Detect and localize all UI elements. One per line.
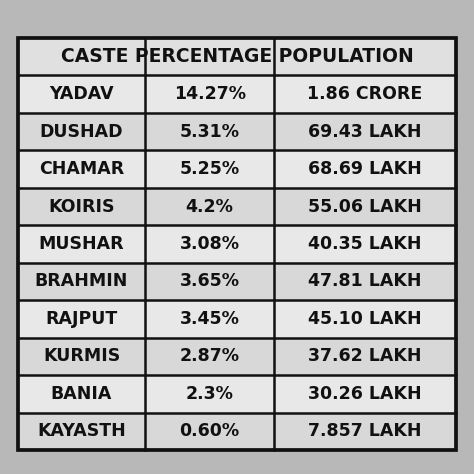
Text: CASTE PERCENTAGE POPULATION: CASTE PERCENTAGE POPULATION bbox=[61, 47, 413, 66]
Bar bbox=[18, 75, 456, 113]
Text: KURMIS: KURMIS bbox=[43, 347, 120, 365]
Bar bbox=[18, 375, 456, 412]
Text: 5.25%: 5.25% bbox=[180, 160, 240, 178]
Text: 2.87%: 2.87% bbox=[180, 347, 240, 365]
Text: MUSHAR: MUSHAR bbox=[39, 235, 124, 253]
Text: 3.08%: 3.08% bbox=[180, 235, 240, 253]
Text: 2.3%: 2.3% bbox=[186, 385, 234, 403]
Text: KOIRIS: KOIRIS bbox=[48, 198, 115, 216]
Text: 3.45%: 3.45% bbox=[180, 310, 239, 328]
Text: RAJPUT: RAJPUT bbox=[46, 310, 118, 328]
Text: BANIA: BANIA bbox=[51, 385, 112, 403]
Text: 7.857 LAKH: 7.857 LAKH bbox=[309, 422, 422, 440]
Text: CHAMAR: CHAMAR bbox=[39, 160, 124, 178]
Text: 1.86 CRORE: 1.86 CRORE bbox=[308, 85, 423, 103]
Text: KAYASTH: KAYASTH bbox=[37, 422, 126, 440]
Text: 30.26 LAKH: 30.26 LAKH bbox=[308, 385, 422, 403]
Text: 45.10 LAKH: 45.10 LAKH bbox=[308, 310, 422, 328]
Text: 37.62 LAKH: 37.62 LAKH bbox=[309, 347, 422, 365]
Text: 69.43 LAKH: 69.43 LAKH bbox=[309, 123, 422, 141]
Text: 55.06 LAKH: 55.06 LAKH bbox=[308, 198, 422, 216]
Text: 14.27%: 14.27% bbox=[173, 85, 246, 103]
Bar bbox=[18, 300, 456, 337]
Text: 40.35 LAKH: 40.35 LAKH bbox=[309, 235, 422, 253]
Text: 3.65%: 3.65% bbox=[180, 273, 240, 291]
Bar bbox=[18, 38, 456, 450]
Bar bbox=[18, 337, 456, 375]
Text: 47.81 LAKH: 47.81 LAKH bbox=[309, 273, 422, 291]
Text: 0.60%: 0.60% bbox=[180, 422, 240, 440]
Bar bbox=[18, 412, 456, 450]
Bar bbox=[18, 38, 456, 450]
Text: 4.2%: 4.2% bbox=[186, 198, 234, 216]
Text: 5.31%: 5.31% bbox=[180, 123, 240, 141]
Text: 68.69 LAKH: 68.69 LAKH bbox=[308, 160, 422, 178]
Text: DUSHAD: DUSHAD bbox=[40, 123, 123, 141]
Bar bbox=[18, 225, 456, 263]
Text: YADAV: YADAV bbox=[49, 85, 114, 103]
Bar bbox=[18, 188, 456, 225]
Bar bbox=[18, 150, 456, 188]
Text: BRAHMIN: BRAHMIN bbox=[35, 273, 128, 291]
Bar bbox=[18, 113, 456, 150]
Bar bbox=[18, 263, 456, 300]
